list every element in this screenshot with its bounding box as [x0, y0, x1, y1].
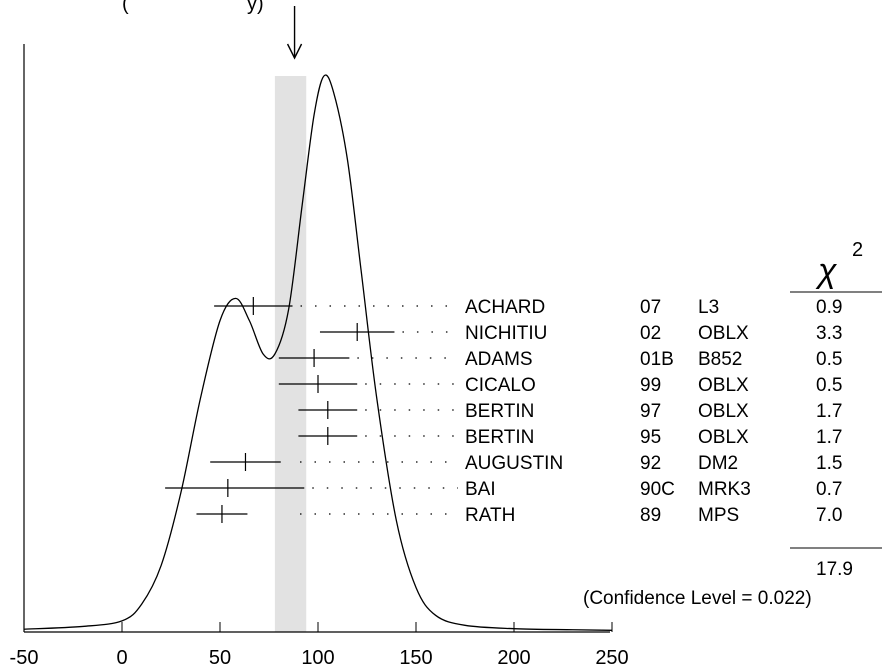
measurement-row: BERTIN 95 OBLX 1.7 — [298, 427, 842, 448]
measurement-chi2: 3.3 — [816, 323, 842, 344]
x-tick-label: -50 — [10, 647, 39, 669]
measurement-year: 07 — [640, 297, 661, 318]
chi2-superscript: 2 — [852, 239, 863, 261]
measurement-name: BAI — [465, 479, 496, 500]
measurement-technique: OBLX — [698, 427, 749, 448]
measurement-year: 97 — [640, 401, 661, 422]
measurement-name: AUGUSTIN — [465, 453, 563, 474]
x-tick-label: 150 — [399, 647, 432, 669]
confidence-level: (Confidence Level = 0.022) — [583, 588, 812, 609]
x-tick-label: 250 — [595, 647, 628, 669]
measurement-technique: MRK3 — [698, 479, 751, 500]
measurement-technique: MPS — [698, 505, 739, 526]
measurement-year: 02 — [640, 323, 661, 344]
measurement-technique: OBLX — [698, 375, 749, 396]
header-fragment-right: y) — [247, 0, 264, 15]
measurement-name: CICALO — [465, 375, 536, 396]
measurement-technique: DM2 — [698, 453, 738, 474]
measurement-chi2: 0.9 — [816, 297, 842, 318]
x-tick-label: 200 — [497, 647, 530, 669]
measurement-row: AUGUSTIN 92 DM2 1.5 — [210, 453, 842, 474]
x-tick-label: 100 — [301, 647, 334, 669]
x-tick-label: 0 — [116, 647, 127, 669]
measurement-chi2: 0.7 — [816, 479, 842, 500]
measurement-chi2: 0.5 — [816, 349, 842, 370]
measurement-name: ACHARD — [465, 297, 545, 318]
measurement-year: 89 — [640, 505, 661, 526]
measurement-row: NICHITIU 02 OBLX 3.3 — [319, 323, 842, 344]
error-band — [274, 76, 307, 632]
measurement-year: 95 — [640, 427, 661, 448]
measurement-year: 90C — [640, 479, 675, 500]
x-tick-label: 50 — [209, 647, 231, 669]
measurement-technique: L3 — [698, 297, 719, 318]
measurement-chi2: 0.5 — [816, 375, 842, 396]
measurement-name: RATH — [465, 505, 515, 526]
measurement-year: 01B — [640, 349, 674, 370]
measurement-row: BERTIN 97 OBLX 1.7 — [298, 401, 842, 422]
measurement-year: 99 — [640, 375, 661, 396]
measurement-chi2: 7.0 — [816, 505, 842, 526]
measurement-row: CICALO 99 OBLX 0.5 — [278, 375, 842, 396]
measurement-technique: OBLX — [698, 323, 749, 344]
measurement-name: BERTIN — [465, 427, 534, 448]
chi2-header: χ — [815, 252, 838, 290]
ideogram-curve — [23, 74, 613, 631]
measurement-row: RATH 89 MPS 7.0 — [196, 505, 842, 526]
measurement-chi2: 1.5 — [816, 453, 842, 474]
measurement-technique: OBLX — [698, 401, 749, 422]
header-fragment-left: ( — [122, 0, 129, 15]
measurement-row: BAI 90C MRK3 0.7 — [165, 479, 842, 500]
average-arrow — [286, 6, 303, 60]
chi2-total: 17.9 — [816, 559, 853, 580]
measurement-row: ADAMS 01B B852 0.5 — [278, 349, 842, 370]
measurement-chi2: 1.7 — [816, 401, 842, 422]
measurement-name: BERTIN — [465, 401, 534, 422]
arrow-head — [286, 43, 303, 60]
measurement-name: NICHITIU — [465, 323, 547, 344]
measurement-name: ADAMS — [465, 349, 533, 370]
measurement-row: ACHARD 07 L3 0.9 — [214, 297, 842, 318]
measurement-technique: B852 — [698, 349, 742, 370]
measurement-year: 92 — [640, 453, 661, 474]
measurement-chi2: 1.7 — [816, 427, 842, 448]
